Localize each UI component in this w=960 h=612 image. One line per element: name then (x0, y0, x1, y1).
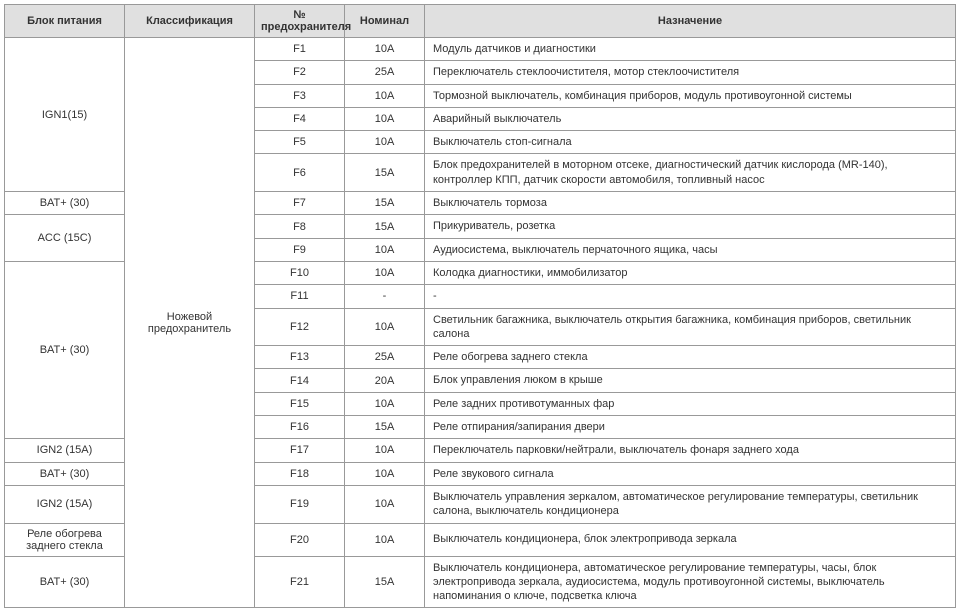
table-row: IGN1(15)Ножевой предохранительF110АМодул… (5, 38, 956, 61)
cell-power: BAT+ (30) (5, 261, 125, 438)
cell-purpose: Реле звукового сигнала (425, 462, 956, 485)
cell-rating: 15А (345, 215, 425, 238)
cell-fuse-no: F8 (255, 215, 345, 238)
cell-rating: 10А (345, 238, 425, 261)
cell-power: BAT+ (30) (5, 192, 125, 215)
cell-purpose: Модуль датчиков и диагностики (425, 38, 956, 61)
cell-purpose: Тормозной выключатель, комбинация прибор… (425, 84, 956, 107)
cell-power: BAT+ (30) (5, 462, 125, 485)
cell-power: Реле обогрева заднего стекла (5, 523, 125, 556)
cell-purpose: Выключатель управления зеркалом, автомат… (425, 485, 956, 523)
col-classification: Классификация (125, 5, 255, 38)
cell-rating: 15А (345, 416, 425, 439)
cell-fuse-no: F14 (255, 369, 345, 392)
cell-classification: Ножевой предохранитель (125, 38, 255, 608)
cell-purpose: Выключатель стоп-сигнала (425, 131, 956, 154)
cell-purpose: Аудиосистема, выключатель перчаточного я… (425, 238, 956, 261)
cell-fuse-no: F3 (255, 84, 345, 107)
cell-fuse-no: F5 (255, 131, 345, 154)
cell-power: IGN2 (15A) (5, 439, 125, 462)
fuse-table: Блок питания Классификация № предохранит… (4, 4, 956, 608)
cell-fuse-no: F19 (255, 485, 345, 523)
col-fuse-no: № предохранителя (255, 5, 345, 38)
cell-purpose: Выключатель кондиционера, автоматическое… (425, 556, 956, 608)
cell-purpose: Блок управления люком в крыше (425, 369, 956, 392)
cell-fuse-no: F4 (255, 107, 345, 130)
cell-purpose: Светильник багажника, выключатель открыт… (425, 308, 956, 346)
cell-purpose: Аварийный выключатель (425, 107, 956, 130)
cell-purpose: Реле отпирания/запирания двери (425, 416, 956, 439)
cell-rating: 10А (345, 107, 425, 130)
cell-rating: 20А (345, 369, 425, 392)
cell-fuse-no: F9 (255, 238, 345, 261)
cell-rating: 15А (345, 154, 425, 192)
cell-fuse-no: F13 (255, 346, 345, 369)
cell-rating: - (345, 285, 425, 308)
cell-power: IGN2 (15A) (5, 485, 125, 523)
cell-rating: 10А (345, 38, 425, 61)
cell-purpose: - (425, 285, 956, 308)
cell-power: ACC (15C) (5, 215, 125, 262)
cell-fuse-no: F7 (255, 192, 345, 215)
cell-fuse-no: F12 (255, 308, 345, 346)
cell-purpose: Выключатель кондиционера, блок электропр… (425, 523, 956, 556)
cell-rating: 10А (345, 462, 425, 485)
cell-fuse-no: F2 (255, 61, 345, 84)
cell-fuse-no: F16 (255, 416, 345, 439)
cell-fuse-no: F6 (255, 154, 345, 192)
col-purpose: Назначение (425, 5, 956, 38)
cell-fuse-no: F11 (255, 285, 345, 308)
cell-rating: 10А (345, 392, 425, 415)
cell-rating: 10А (345, 308, 425, 346)
col-rating: Номинал (345, 5, 425, 38)
cell-fuse-no: F10 (255, 261, 345, 284)
cell-purpose: Реле обогрева заднего стекла (425, 346, 956, 369)
cell-rating: 10А (345, 439, 425, 462)
cell-rating: 10А (345, 131, 425, 154)
cell-rating: 15А (345, 556, 425, 608)
cell-power: BAT+ (30) (5, 556, 125, 608)
cell-fuse-no: F18 (255, 462, 345, 485)
cell-rating: 15А (345, 192, 425, 215)
cell-fuse-no: F21 (255, 556, 345, 608)
cell-fuse-no: F1 (255, 38, 345, 61)
cell-purpose: Блок предохранителей в моторном отсеке, … (425, 154, 956, 192)
cell-purpose: Прикуриватель, розетка (425, 215, 956, 238)
cell-rating: 10А (345, 485, 425, 523)
cell-rating: 25А (345, 61, 425, 84)
cell-rating: 10А (345, 523, 425, 556)
cell-power: IGN1(15) (5, 38, 125, 192)
col-power: Блок питания (5, 5, 125, 38)
cell-rating: 10А (345, 84, 425, 107)
cell-fuse-no: F20 (255, 523, 345, 556)
cell-purpose: Колодка диагностики, иммобилизатор (425, 261, 956, 284)
cell-purpose: Выключатель тормоза (425, 192, 956, 215)
cell-purpose: Реле задних противотуманных фар (425, 392, 956, 415)
cell-rating: 25А (345, 346, 425, 369)
table-header-row: Блок питания Классификация № предохранит… (5, 5, 956, 38)
cell-rating: 10А (345, 261, 425, 284)
cell-fuse-no: F15 (255, 392, 345, 415)
cell-fuse-no: F17 (255, 439, 345, 462)
cell-purpose: Переключатель стеклоочистителя, мотор ст… (425, 61, 956, 84)
cell-purpose: Переключатель парковки/нейтрали, выключа… (425, 439, 956, 462)
